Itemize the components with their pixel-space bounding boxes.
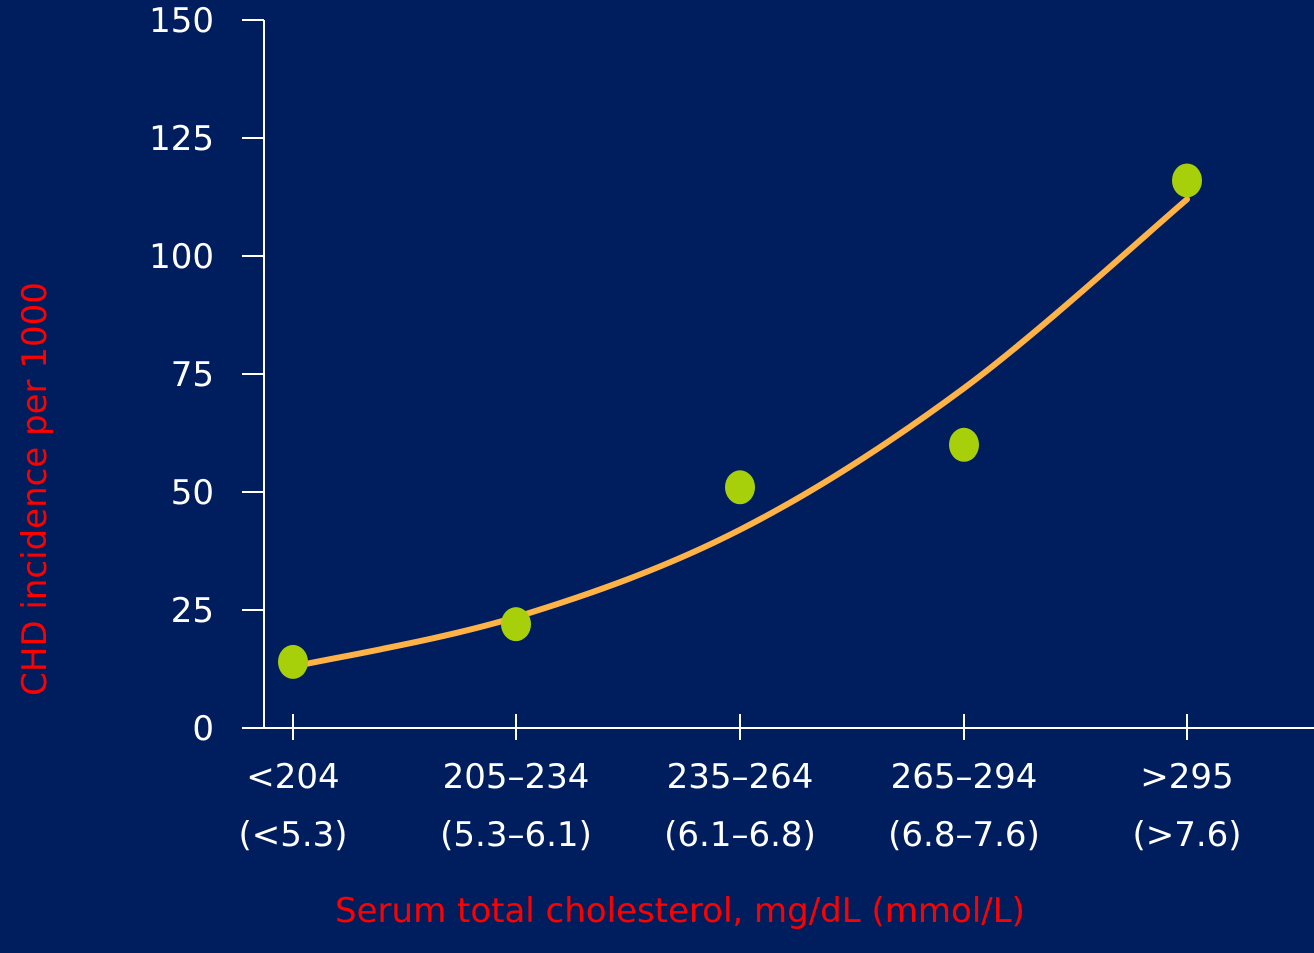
x-tick-sublabel: (<5.3) bbox=[238, 815, 347, 855]
x-ticks: <204 (<5.3) 205–234 (5.3–6.1) 235–264 (6.1–6.… bbox=[238, 714, 1242, 855]
y-tick-label: 50 bbox=[171, 473, 214, 513]
x-tick-sublabel: (>7.6) bbox=[1132, 815, 1241, 855]
x-tick-label: >295 bbox=[1140, 757, 1233, 797]
trend-line bbox=[290, 196, 1190, 670]
data-point bbox=[949, 427, 979, 462]
x-tick-sublabel: (6.8–7.6) bbox=[888, 815, 1040, 855]
axes bbox=[263, 20, 1314, 729]
y-tick-label: 125 bbox=[149, 119, 214, 159]
x-tick-label: 205–234 bbox=[443, 757, 590, 797]
x-tick-label: <204 bbox=[246, 757, 339, 797]
data-point bbox=[501, 607, 531, 642]
data-point bbox=[1172, 163, 1202, 198]
x-tick-label: 235–264 bbox=[667, 757, 814, 797]
x-tick-label: 265–294 bbox=[891, 757, 1038, 797]
y-tick-label: 150 bbox=[149, 1, 214, 41]
y-ticks: 0 25 50 75 100 125 150 bbox=[149, 1, 264, 749]
data-point bbox=[278, 644, 308, 679]
y-axis-title: CHD incidence per 1000 bbox=[15, 282, 55, 696]
x-axis-title: Serum total cholesterol, mg/dL (mmol/L) bbox=[335, 891, 1025, 931]
data-point bbox=[725, 470, 755, 505]
data-points bbox=[278, 163, 1202, 679]
y-tick-label: 0 bbox=[192, 709, 214, 749]
y-tick-label: 100 bbox=[149, 237, 214, 277]
x-tick-sublabel: (5.3–6.1) bbox=[440, 815, 592, 855]
y-tick-label: 25 bbox=[171, 591, 214, 631]
x-tick-sublabel: (6.1–6.8) bbox=[664, 815, 816, 855]
y-tick-label: 75 bbox=[171, 355, 214, 395]
